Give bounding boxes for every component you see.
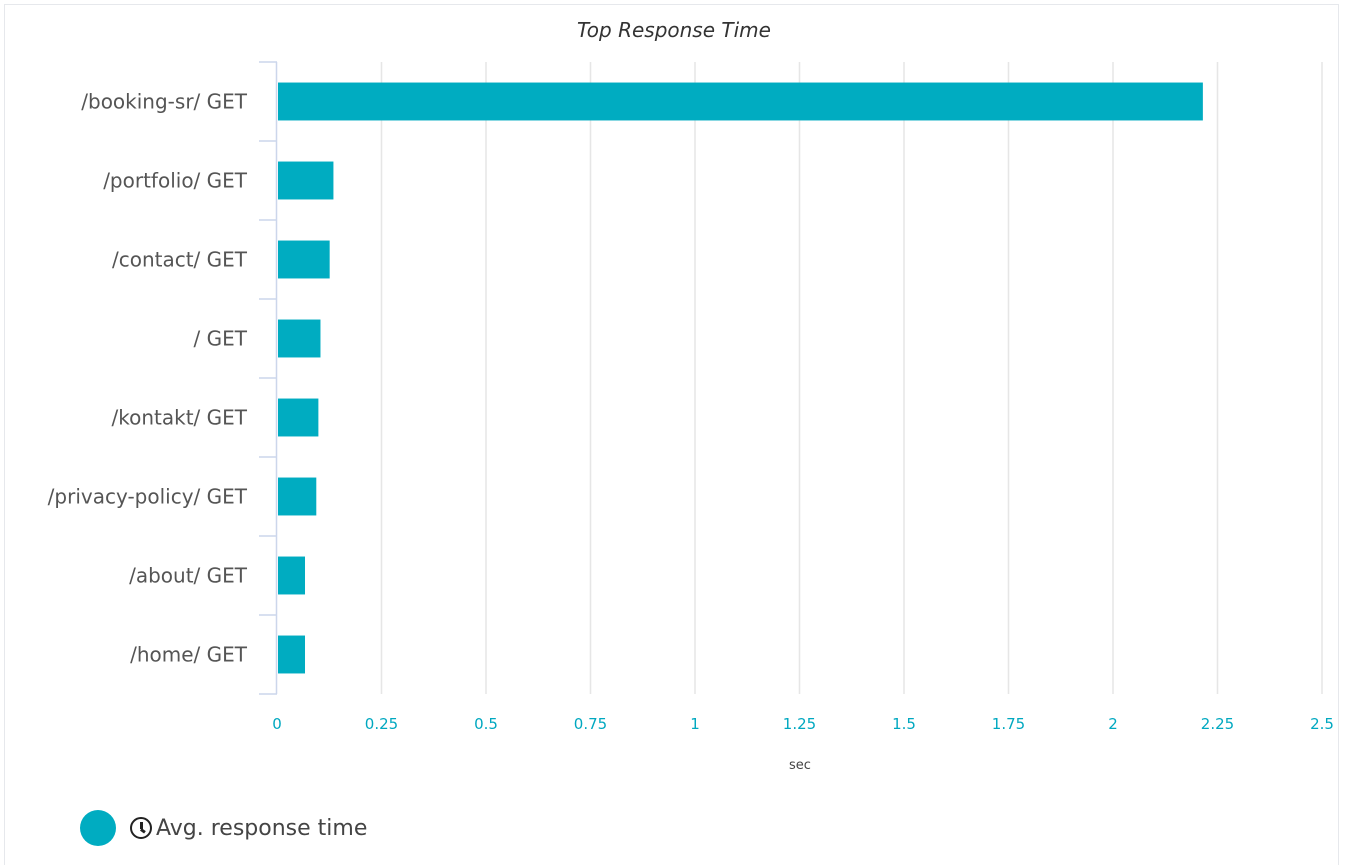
legend-item-avg-response-time[interactable]: Avg. response time	[80, 808, 367, 848]
x-tick-label: 0.5	[474, 715, 498, 733]
category-label: /kontakt/ GET	[112, 406, 248, 430]
x-axis-title: sec	[789, 758, 811, 773]
legend-label: Avg. response time	[156, 815, 368, 841]
bar[interactable]	[278, 635, 306, 674]
bar[interactable]	[278, 319, 321, 358]
bar[interactable]	[278, 82, 1203, 121]
category-label: /privacy-policy/ GET	[48, 485, 248, 509]
clock-icon	[130, 817, 152, 839]
x-tick-label: 0.75	[574, 715, 607, 733]
bar[interactable]	[278, 477, 317, 516]
x-tick-label: 0.25	[365, 715, 398, 733]
x-tick-label: 1.5	[892, 715, 916, 733]
category-label: /about/ GET	[129, 564, 248, 588]
chart-title: Top Response Time	[577, 18, 771, 42]
category-axis	[259, 61, 278, 695]
category-label: /portfolio/ GET	[103, 169, 248, 193]
category-label: /booking-sr/ GET	[81, 90, 248, 114]
x-tick-label: 1.75	[992, 715, 1025, 733]
x-tick-label: 2.5	[1310, 715, 1334, 733]
x-tick-label: 1	[690, 715, 700, 733]
x-tick-label: 2	[1108, 715, 1118, 733]
x-tick-label: 1.25	[783, 715, 816, 733]
category-label: / GET	[194, 327, 248, 351]
bar[interactable]	[278, 398, 319, 437]
category-label: /home/ GET	[130, 643, 248, 667]
legend-swatch	[80, 810, 116, 846]
bar[interactable]	[278, 161, 334, 200]
bar-chart: Top Response Time /booking-sr/ GET/portf…	[48, 18, 1334, 773]
x-tick-labels: 0 0.25 0.5 0.75 1 1.25 1.5 1.75 2 2.25 2.5	[272, 715, 1334, 733]
bar[interactable]	[278, 556, 306, 595]
x-tick-label: 0	[272, 715, 282, 733]
category-labels: /booking-sr/ GET/portfolio/ GET/contact/…	[48, 90, 248, 667]
bars	[278, 82, 1203, 674]
chart-frame	[4, 4, 1339, 865]
x-tick-label: 2.25	[1201, 715, 1234, 733]
category-label: /contact/ GET	[112, 248, 248, 272]
gridlines	[380, 62, 1323, 694]
bar[interactable]	[278, 240, 330, 279]
